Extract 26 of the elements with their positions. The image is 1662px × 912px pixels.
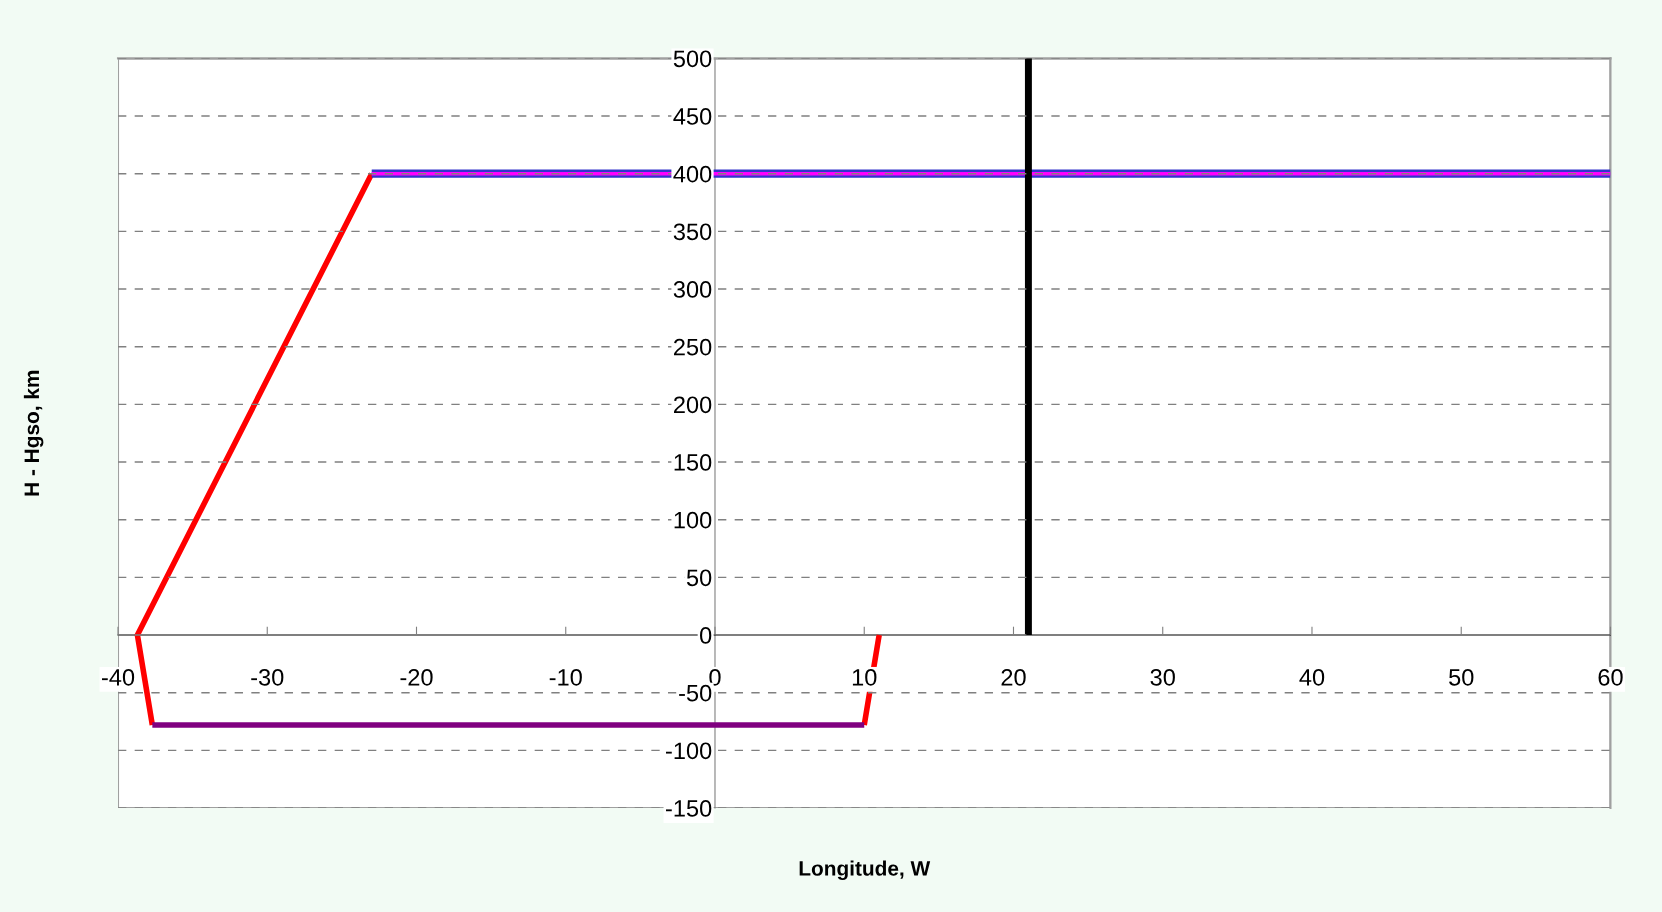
x-tick-label: 20	[1001, 668, 1026, 686]
y-tick-label: -150	[666, 800, 712, 817]
x-tick-label: -30	[251, 668, 284, 686]
x-tick-label: 30	[1150, 668, 1175, 686]
x-tick-label: 10	[852, 668, 877, 686]
x-axis-title: Longitude, W	[799, 860, 931, 881]
x-tick-label: -40	[101, 668, 135, 686]
y-tick-label: 250	[674, 338, 712, 356]
y-tick-label: 100	[674, 511, 712, 529]
y-tick-label: -100	[666, 742, 712, 760]
x-tick-label: -20	[400, 668, 433, 686]
y-tick-label: 350	[673, 223, 712, 241]
y-tick-label: 500	[673, 50, 712, 68]
y-tick-label: -50	[679, 684, 712, 702]
y-tick-label: 50	[686, 569, 712, 587]
x-tick-label: -10	[549, 668, 582, 686]
y-tick-label: 150	[674, 454, 712, 471]
y-tick-label: 300	[673, 281, 712, 298]
y-tick-label: 450	[673, 108, 712, 125]
y-tick-label: 200	[674, 396, 712, 414]
x-tick-label: 60	[1598, 668, 1623, 686]
x-tick-label: 50	[1449, 668, 1474, 686]
x-tick-label: 40	[1299, 668, 1325, 686]
y-tick-label: 0	[700, 627, 712, 644]
y-axis-title: H - Hgso, km	[23, 370, 44, 496]
y-tick-label: 400	[673, 165, 712, 183]
